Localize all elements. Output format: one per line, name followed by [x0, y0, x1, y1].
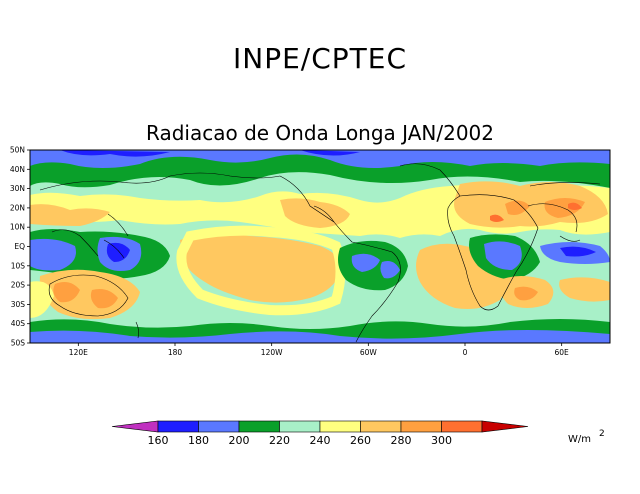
north-cold-band: [30, 150, 610, 168]
pacific-dry-zone: [180, 233, 341, 303]
colorbar-segment: [238, 420, 280, 433]
lat-label: 50N: [10, 146, 25, 155]
colorbar-max-arrow: [481, 420, 529, 433]
page-title: INPE/CPTEC: [233, 42, 407, 75]
colorbar-min-arrow: [111, 420, 159, 433]
lon-label: 120W: [261, 348, 283, 357]
colorbar: 160 180 200 220 240 260 280 300: [111, 420, 529, 447]
lon-label: 120E: [69, 348, 88, 357]
lat-label: 10S: [11, 261, 26, 270]
lat-label: 30S: [11, 300, 26, 309]
lon-label: 0: [463, 348, 468, 357]
colorbar-level-label: 180: [188, 434, 209, 447]
colorbar-segment: [319, 420, 361, 433]
lat-label: 20S: [11, 281, 26, 290]
lat-label: 10N: [10, 223, 25, 232]
lat-label: 40S: [11, 319, 26, 328]
lat-label: 40N: [10, 165, 25, 174]
map-title: Radiacao de Onda Longa JAN/2002: [146, 121, 494, 145]
colorbar-level-label: 280: [391, 434, 412, 447]
coastlines: [39, 163, 601, 343]
lat-label: 50S: [11, 339, 26, 348]
colorbar-segment: [279, 420, 321, 433]
colorbar-level-label: 200: [229, 434, 250, 447]
colorbar-segment: [198, 420, 240, 433]
lon-label: 180: [168, 348, 183, 357]
lat-label: EQ: [14, 242, 25, 251]
units-exponent: 2: [599, 429, 605, 439]
colorbar-level-label: 220: [269, 434, 290, 447]
colorbar-level-label: 260: [350, 434, 371, 447]
colorbar-level-label: 160: [148, 434, 169, 447]
lon-label: 60W: [360, 348, 378, 357]
olr-field: [30, 150, 610, 343]
colorbar-level-label: 240: [310, 434, 331, 447]
colorbar-level-label: 300: [431, 434, 452, 447]
colorbar-segment: [400, 420, 442, 433]
units-label: W/m: [568, 434, 591, 445]
lat-label: 30N: [10, 184, 25, 193]
lat-label: 20N: [10, 203, 25, 212]
latitude-axis: 50N 40N 30N 20N 10N EQ 10S 20S 30S 40S 50S: [10, 146, 30, 348]
colorbar-segment: [360, 420, 402, 433]
colorbar-segment: [157, 420, 199, 433]
lon-label: 60E: [555, 348, 570, 357]
longitude-axis: 120E 180 120W 60W 0 60E: [69, 343, 569, 357]
colorbar-segment: [441, 420, 483, 433]
